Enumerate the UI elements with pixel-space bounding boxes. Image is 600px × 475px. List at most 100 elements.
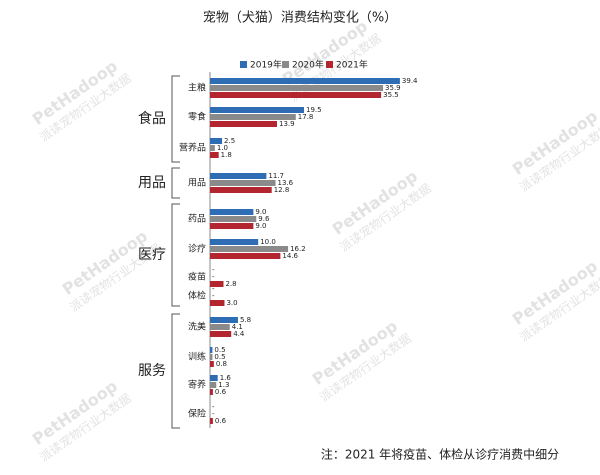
category-label: 保险 xyxy=(188,408,206,420)
category-label: 营养品 xyxy=(179,142,206,154)
bar xyxy=(210,145,215,151)
legend-label: 2020年 xyxy=(292,59,324,71)
value-label: 13.6 xyxy=(278,179,294,187)
value-label: 1.6 xyxy=(220,374,232,382)
bar xyxy=(210,216,257,222)
category-label: 诊疗 xyxy=(188,243,206,255)
value-label: - xyxy=(212,266,215,274)
bar xyxy=(210,253,281,259)
group-bracket xyxy=(171,167,180,199)
value-label: 39.4 xyxy=(402,77,418,85)
bar xyxy=(210,85,384,91)
value-label: 16.2 xyxy=(290,245,306,253)
footnote: 注：2021 年将疫苗、体检从诊疗消费中细分 xyxy=(321,447,559,462)
bar xyxy=(210,138,223,144)
value-label: - xyxy=(212,292,215,300)
bar xyxy=(210,239,259,245)
value-label: - xyxy=(212,410,215,418)
bar xyxy=(210,300,225,306)
value-label: 1.3 xyxy=(218,381,229,389)
bar xyxy=(210,281,224,287)
value-label: 12.8 xyxy=(274,186,290,194)
group-bracket xyxy=(171,313,180,429)
legend-label: 2021年 xyxy=(336,59,368,71)
value-label: 0.5 xyxy=(214,353,225,361)
category-label: 体检 xyxy=(188,290,206,302)
category-label: 主粮 xyxy=(188,82,206,94)
bar xyxy=(210,324,230,330)
category-label: 用品 xyxy=(188,178,206,189)
legend-swatch xyxy=(240,61,247,68)
category-label: 疫苗 xyxy=(188,271,206,283)
value-label: 2.8 xyxy=(225,280,236,288)
value-label: 0.6 xyxy=(215,417,227,425)
bar xyxy=(210,209,254,215)
value-label: 5.8 xyxy=(240,316,251,324)
value-label: - xyxy=(212,273,215,281)
group-label: 食品 xyxy=(138,110,166,127)
value-label: 35.5 xyxy=(383,91,399,99)
value-label: 0.8 xyxy=(216,360,227,368)
value-label: 10.0 xyxy=(260,238,276,246)
bar xyxy=(210,121,277,127)
legend-label: 2019年 xyxy=(250,59,282,71)
bar xyxy=(210,223,254,229)
bar xyxy=(210,92,382,98)
bar xyxy=(210,317,238,323)
value-label: 19.5 xyxy=(306,106,322,114)
value-label: 14.6 xyxy=(282,252,298,260)
value-label: 4.1 xyxy=(232,323,243,331)
category-label: 训练 xyxy=(188,351,206,363)
chart-title: 宠物（犬猫）消费结构变化（%） xyxy=(203,10,397,26)
category-label: 零食 xyxy=(188,111,206,123)
value-label: - xyxy=(212,285,215,293)
category-label: 洗美 xyxy=(188,321,206,333)
bar xyxy=(210,107,304,113)
bar xyxy=(210,354,213,360)
bar xyxy=(210,382,217,388)
value-label: 0.5 xyxy=(214,346,225,354)
category-label: 寄养 xyxy=(188,379,206,391)
bar xyxy=(210,152,219,158)
value-label: 17.8 xyxy=(298,113,314,121)
value-label: 11.7 xyxy=(268,172,284,180)
value-label: 9.6 xyxy=(258,215,270,223)
bar xyxy=(210,114,296,120)
value-label: 1.8 xyxy=(221,151,232,159)
bar xyxy=(210,361,214,367)
bar xyxy=(210,418,213,424)
value-label: 0.6 xyxy=(215,388,227,396)
value-label: 4.4 xyxy=(233,330,245,338)
bar xyxy=(210,347,213,353)
group-label: 服务 xyxy=(138,363,166,379)
bar xyxy=(210,375,218,381)
value-label: 35.9 xyxy=(385,84,401,92)
bar xyxy=(210,180,276,186)
value-label: 13.9 xyxy=(279,120,295,128)
group-bracket xyxy=(171,75,180,163)
bar xyxy=(210,246,289,252)
legend-swatch xyxy=(282,61,289,68)
group-bracket xyxy=(171,203,180,307)
value-label: 9.0 xyxy=(255,222,266,230)
bar xyxy=(210,173,267,179)
value-label: 9.0 xyxy=(255,208,266,216)
value-label: 1.0 xyxy=(217,144,228,152)
value-label: - xyxy=(212,403,215,411)
bar xyxy=(210,187,272,193)
bar xyxy=(210,331,232,337)
value-label: 3.0 xyxy=(226,299,237,307)
value-label: 2.5 xyxy=(224,137,235,145)
legend-swatch xyxy=(326,61,333,68)
bar xyxy=(210,78,400,84)
group-label: 用品 xyxy=(138,175,166,191)
category-label: 药品 xyxy=(188,214,206,225)
